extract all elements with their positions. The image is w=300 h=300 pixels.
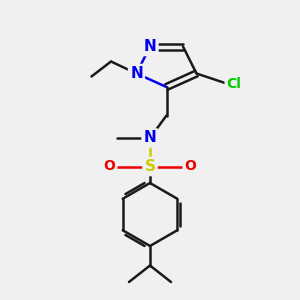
- Text: Cl: Cl: [226, 77, 242, 91]
- Text: N: N: [144, 130, 156, 146]
- Text: S: S: [145, 159, 155, 174]
- Text: O: O: [184, 160, 196, 173]
- Text: N: N: [144, 39, 156, 54]
- Text: N: N: [130, 66, 143, 81]
- Text: O: O: [103, 160, 116, 173]
